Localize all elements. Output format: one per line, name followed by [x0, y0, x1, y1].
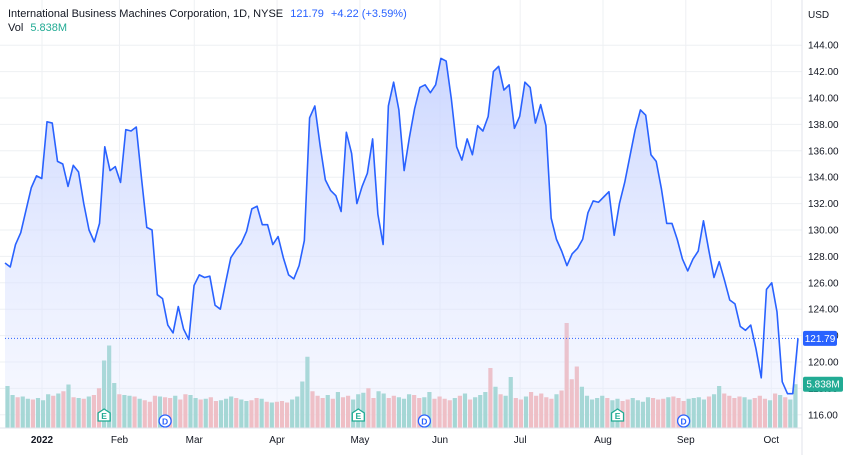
- dividend-marker[interactable]: D: [158, 414, 172, 428]
- x-tick-label: Sep: [677, 435, 695, 446]
- price-area-fill: [5, 58, 798, 429]
- svg-text:E: E: [615, 411, 621, 421]
- earnings-marker[interactable]: E: [351, 408, 365, 422]
- price-tag: 121.79: [803, 330, 837, 346]
- y-tick-label: 142.00: [808, 67, 839, 78]
- x-tick-label: Apr: [269, 435, 285, 446]
- svg-text:E: E: [355, 411, 361, 421]
- y-tick-label: 136.00: [808, 146, 839, 157]
- y-tick-label: 144.00: [808, 41, 839, 52]
- y-tick-label: 138.00: [808, 120, 839, 131]
- price-area: [4, 57, 799, 429]
- volume-label[interactable]: Vol: [8, 22, 24, 34]
- y-tick-label: 140.00: [808, 94, 839, 105]
- y-tick-label: 130.00: [808, 226, 839, 237]
- x-tick-label: May: [350, 435, 369, 446]
- y-tick-label: 134.00: [808, 173, 839, 184]
- x-tick-label: Feb: [111, 435, 129, 446]
- symbol-title[interactable]: International Business Machines Corporat…: [8, 8, 284, 20]
- dividend-marker[interactable]: D: [676, 414, 691, 428]
- x-tick-label: Aug: [594, 435, 612, 446]
- volume-tag: 5.838M: [803, 376, 843, 392]
- earnings-marker[interactable]: E: [97, 408, 111, 422]
- y-tick-label: 132.00: [808, 199, 839, 210]
- y-tick-label: 120.00: [808, 358, 839, 369]
- chart-legend: International Business Machines Corporat…: [8, 8, 407, 20]
- earnings-marker[interactable]: E: [610, 408, 625, 422]
- svg-text:D: D: [162, 417, 168, 427]
- svg-text:D: D: [681, 417, 687, 427]
- y-axis: 116.00118.00120.00122.00124.00126.00128.…: [808, 41, 839, 422]
- last-price-value: 121.79: [290, 8, 324, 20]
- y-tick-label: 116.00: [808, 410, 838, 421]
- volume-legend: Vol 5.838M: [8, 22, 67, 34]
- volume-tag-value: 5.838M: [806, 380, 839, 391]
- x-tick-label: Mar: [186, 435, 204, 446]
- price-tag-value: 121.79: [805, 334, 836, 345]
- x-tick-label: Oct: [764, 435, 780, 446]
- currency-label: USD: [808, 10, 829, 21]
- y-tick-label: 128.00: [808, 252, 839, 263]
- x-tick-label: 2022: [31, 435, 54, 446]
- x-tick-label: Jul: [514, 435, 527, 446]
- y-tick-label: 126.00: [808, 278, 839, 289]
- svg-text:D: D: [421, 417, 427, 427]
- y-tick-label: 124.00: [808, 305, 839, 316]
- dividend-marker[interactable]: D: [417, 414, 432, 428]
- x-tick-label: Jun: [432, 435, 448, 446]
- svg-text:E: E: [101, 411, 107, 421]
- x-axis: 2022 Feb Mar Apr May Jun Jul Aug Sep Oct: [31, 435, 779, 446]
- volume-value: 5.838M: [30, 22, 68, 34]
- price-change-value: +4.22 (+3.59%): [330, 8, 407, 20]
- price-line: [4, 57, 799, 395]
